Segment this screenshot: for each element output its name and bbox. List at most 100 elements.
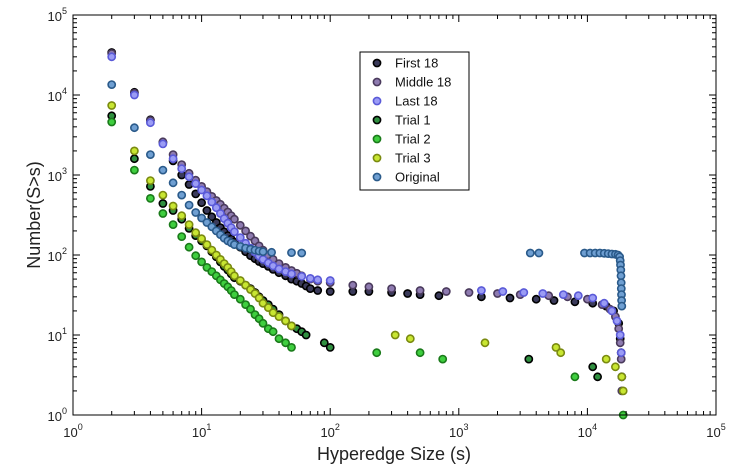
data-point <box>287 321 296 331</box>
y-tick-label: 105 <box>48 6 67 24</box>
data-point <box>268 308 278 318</box>
data-point <box>207 197 217 207</box>
data-point <box>177 164 187 174</box>
data-point <box>534 248 544 258</box>
data-point <box>558 290 568 299</box>
x-tick-label: 100 <box>63 422 82 440</box>
data-point <box>211 203 221 213</box>
data-point <box>607 306 617 316</box>
data-point <box>325 276 335 285</box>
data-point <box>570 372 580 382</box>
data-point <box>593 372 602 382</box>
legend-item: Last 18 <box>372 94 438 109</box>
data-point <box>145 193 155 203</box>
data-point <box>617 372 627 382</box>
data-point <box>434 291 444 301</box>
data-point <box>287 269 296 279</box>
series-original <box>107 80 627 311</box>
data-point <box>197 185 206 195</box>
data-point <box>191 208 201 217</box>
data-point <box>325 287 335 296</box>
legend-label: Last 18 <box>395 94 438 109</box>
data-point <box>263 303 273 312</box>
legend-marker <box>372 96 382 106</box>
data-point <box>177 211 187 221</box>
data-point <box>372 348 382 358</box>
legend-marker <box>372 172 382 182</box>
data-point <box>505 293 515 303</box>
data-point <box>281 316 290 326</box>
data-point <box>615 330 625 340</box>
data-point <box>168 154 178 164</box>
legend-item: Middle 18 <box>372 75 451 90</box>
data-point <box>267 247 276 257</box>
data-point <box>107 117 117 127</box>
legend-item: First 18 <box>372 56 438 71</box>
data-point <box>403 289 412 298</box>
x-tick-labels: 100 101 102 103 104 105 <box>63 422 725 440</box>
data-point <box>415 286 425 295</box>
legend-label: Middle 18 <box>395 75 451 90</box>
legend-label: Trial 1 <box>395 113 431 128</box>
data-point <box>348 280 358 290</box>
data-point <box>129 146 139 156</box>
series-last-18 <box>107 52 627 382</box>
data-point <box>525 248 535 258</box>
data-point <box>588 293 598 303</box>
data-point <box>287 342 296 352</box>
x-tick-label: 102 <box>320 422 339 440</box>
data-point <box>615 338 625 348</box>
data-point <box>441 287 451 296</box>
data-point <box>184 172 194 182</box>
legend-item: Trial 1 <box>372 113 431 128</box>
legend-marker <box>372 153 382 163</box>
data-point <box>107 80 117 89</box>
y-tick-label: 101 <box>48 326 67 344</box>
legend-marker <box>372 134 382 144</box>
data-point <box>246 304 255 314</box>
data-point <box>601 354 611 364</box>
data-point <box>524 354 534 364</box>
data-point <box>177 190 187 200</box>
data-point <box>258 247 268 257</box>
legend-label: Trial 3 <box>395 151 431 166</box>
legend-item: Trial 3 <box>372 151 431 166</box>
data-point <box>297 271 307 281</box>
data-point <box>207 212 217 222</box>
data-point <box>197 234 206 244</box>
data-point <box>145 118 155 128</box>
data-point <box>549 296 559 305</box>
data-point <box>229 214 239 224</box>
legend-item: Trial 2 <box>372 132 431 147</box>
legend-marker <box>372 58 382 68</box>
legend-marker <box>372 77 382 87</box>
data-point <box>390 330 400 340</box>
legend-item: Original <box>372 170 440 185</box>
data-point <box>235 276 245 285</box>
data-point <box>281 338 290 348</box>
data-point <box>229 227 239 237</box>
data-point <box>476 286 486 295</box>
data-point <box>616 348 626 358</box>
data-point <box>168 178 178 188</box>
legend-label: First 18 <box>395 56 438 71</box>
data-point <box>618 386 628 396</box>
data-point <box>235 233 245 242</box>
data-point <box>551 342 561 352</box>
axis-ticks <box>72 15 716 416</box>
y-tick-label: 100 <box>48 406 67 424</box>
plot-frame <box>72 14 717 416</box>
data-point <box>158 209 168 218</box>
data-point <box>129 154 139 164</box>
data-point <box>531 294 541 304</box>
data-point <box>611 362 620 372</box>
series-trial-2 <box>107 117 628 420</box>
data-point <box>184 220 194 229</box>
data-point <box>305 284 315 293</box>
x-axis-label: Hyperedge Size (s) <box>317 444 471 464</box>
y-axis-label: Number(S>s) <box>24 161 44 269</box>
data-point <box>612 316 622 326</box>
data-point <box>573 291 583 301</box>
data-point <box>313 286 323 295</box>
